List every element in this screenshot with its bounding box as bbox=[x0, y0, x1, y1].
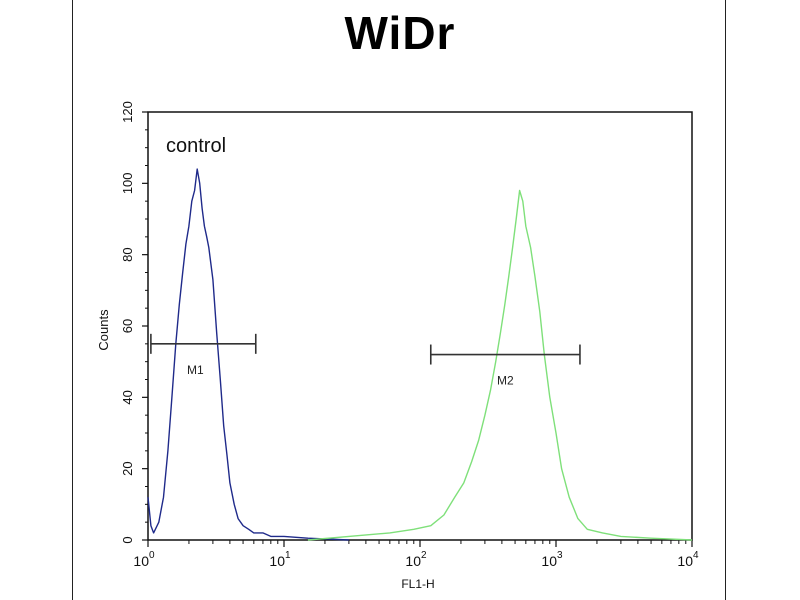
series-layer bbox=[147, 168, 693, 541]
marker-layer: M1 M2 bbox=[150, 333, 581, 388]
chart-title: WiDr bbox=[344, 7, 456, 59]
series-widr-line bbox=[307, 189, 693, 541]
figure-frame bbox=[72, 0, 726, 600]
y-axis: 0 20 40 60 80 100 120 bbox=[120, 101, 148, 544]
y-axis-label: Counts bbox=[96, 309, 111, 351]
x-axis-label: FL1-H bbox=[401, 577, 434, 591]
y-tick-label: 120 bbox=[120, 101, 135, 123]
x-tick-label: 100 bbox=[133, 550, 155, 569]
y-tick-label: 40 bbox=[120, 390, 135, 404]
marker-m2-label: M2 bbox=[497, 374, 514, 388]
y-tick-label: 100 bbox=[120, 172, 135, 194]
marker-m1-label: M1 bbox=[187, 363, 204, 377]
series-control-line bbox=[147, 168, 349, 541]
y-tick-label: 20 bbox=[120, 461, 135, 475]
y-tick-label: 0 bbox=[120, 536, 135, 543]
x-tick-label: 103 bbox=[541, 550, 563, 569]
control-annotation: control bbox=[166, 135, 226, 157]
x-tick-label: 101 bbox=[269, 550, 291, 569]
y-tick-label: 80 bbox=[120, 247, 135, 261]
x-tick-label: 104 bbox=[677, 550, 699, 569]
y-tick-label: 60 bbox=[120, 319, 135, 333]
x-axis: 100 101 102 103 104 bbox=[133, 540, 699, 569]
x-tick-label: 102 bbox=[405, 550, 427, 569]
